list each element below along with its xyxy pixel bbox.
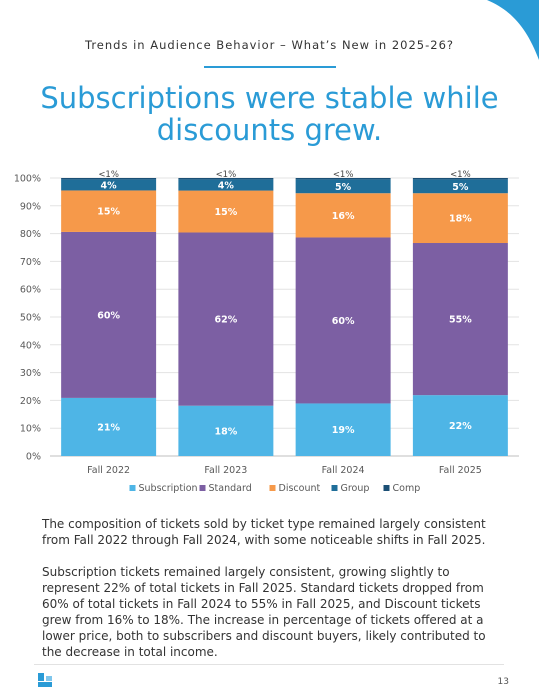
data-label: 60%	[332, 316, 355, 327]
data-label: 15%	[97, 207, 120, 218]
data-label: 15%	[215, 207, 238, 218]
bar-segment	[295, 403, 391, 456]
headline-line-2: discounts grew.	[156, 113, 383, 147]
bar-segment	[178, 405, 274, 456]
y-tick-label: 10%	[20, 424, 41, 435]
y-tick-label: 20%	[20, 396, 41, 407]
data-label: <1%	[216, 170, 237, 180]
paragraph-2: Subscription tickets remained largely co…	[42, 565, 486, 659]
bar-segment	[295, 179, 391, 194]
y-tick-label: 70%	[20, 257, 41, 268]
footer-divider	[34, 664, 504, 665]
legend-label: Group	[341, 483, 370, 494]
legend-swatch	[199, 485, 206, 491]
page-headline: Subscriptions were stable while discount…	[0, 82, 539, 146]
bar-segment	[61, 178, 157, 180]
y-tick-label: 60%	[20, 285, 41, 296]
bar-segment	[178, 179, 274, 191]
bar-segment	[412, 178, 508, 180]
bar-segment	[61, 179, 157, 191]
bar-segment	[412, 243, 508, 396]
body-text: The composition of tickets sold by ticke…	[42, 516, 502, 676]
data-label: <1%	[450, 170, 471, 180]
bar-segment	[295, 237, 391, 404]
y-tick-label: 90%	[20, 201, 41, 212]
y-tick-label: 0%	[26, 452, 41, 463]
bar-segment	[61, 397, 157, 456]
legend-swatch	[269, 485, 276, 491]
legend-label: Discount	[279, 483, 321, 494]
bar-segment	[178, 178, 274, 180]
data-label: 21%	[97, 422, 120, 433]
x-tick-label: Fall 2023	[204, 465, 247, 476]
bar-segment	[412, 179, 508, 194]
y-tick-label: 30%	[20, 368, 41, 379]
bar-segment	[295, 178, 391, 180]
bar-segment	[412, 193, 508, 244]
data-label: 4%	[101, 180, 118, 191]
x-tick-label: Fall 2022	[87, 465, 130, 476]
y-tick-label: 50%	[20, 313, 41, 324]
legend-label: Comp	[393, 483, 421, 494]
brand-logo-icon	[38, 673, 52, 687]
data-label: 5%	[335, 182, 352, 193]
data-label: 22%	[449, 421, 472, 432]
legend-swatch	[331, 485, 338, 491]
data-label: 19%	[332, 425, 355, 436]
data-label: 18%	[215, 426, 238, 437]
legend-swatch	[383, 485, 390, 491]
data-label: 62%	[215, 315, 238, 326]
bar-segment	[61, 190, 157, 232]
y-tick-label: 40%	[20, 340, 41, 351]
data-label: 16%	[332, 211, 355, 222]
bar-segment	[178, 190, 274, 233]
legend-label: Subscription	[139, 483, 198, 494]
paragraph-1: The composition of tickets sold by ticke…	[42, 517, 486, 547]
header-divider	[204, 66, 336, 68]
x-tick-label: Fall 2025	[439, 465, 482, 476]
data-label: 18%	[449, 214, 472, 225]
data-label: <1%	[98, 170, 119, 180]
corner-decoration	[487, 0, 539, 60]
data-label: 55%	[449, 315, 472, 326]
data-label: 60%	[97, 310, 120, 321]
bar-segment	[178, 232, 274, 406]
bar-segment	[295, 193, 391, 238]
legend-label: Standard	[209, 483, 252, 494]
report-section-title: Trends in Audience Behavior – What’s New…	[84, 38, 454, 52]
bar-segment	[61, 231, 157, 398]
bar-segment	[412, 395, 508, 456]
page-number: 13	[497, 677, 509, 687]
data-label: 5%	[452, 182, 469, 193]
data-label: <1%	[333, 170, 354, 180]
y-tick-label: 80%	[20, 229, 41, 240]
ticket-type-stacked-bar-chart: 0% 10% 20% 30% 40% 50% 60% 70% 80% 90% 100% 21% 60% 1…	[14, 170, 519, 494]
x-tick-label: Fall 2024	[322, 465, 365, 476]
headline-line-1: Subscriptions were stable while	[40, 81, 499, 115]
y-tick-label: 100%	[14, 174, 41, 185]
data-label: 4%	[218, 180, 235, 191]
legend-swatch	[129, 485, 136, 491]
